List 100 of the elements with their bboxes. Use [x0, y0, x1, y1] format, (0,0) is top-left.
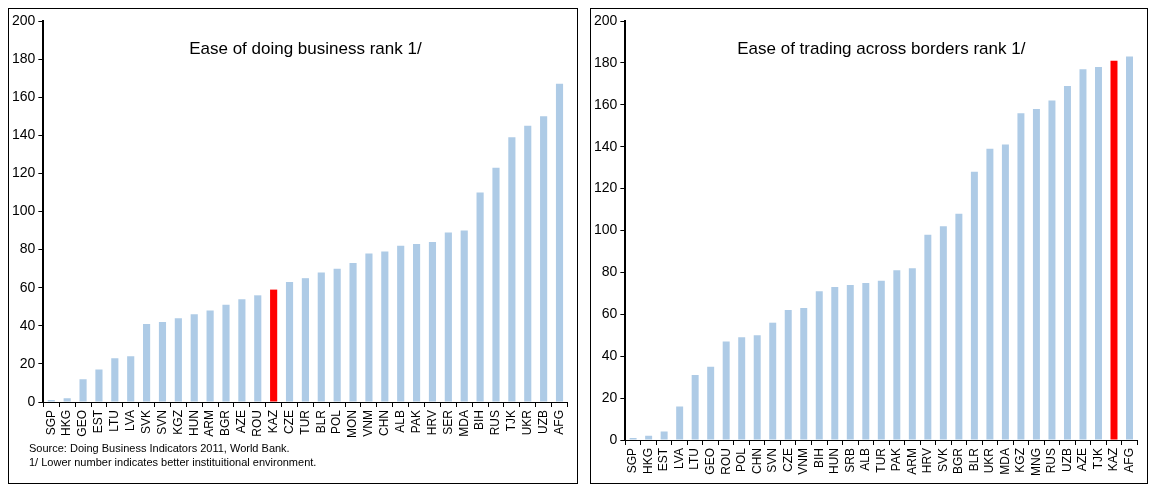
y-tick-label: 120: [12, 164, 36, 181]
bar: [1001, 144, 1009, 440]
x-tick-label: HKG: [59, 410, 74, 437]
x-tick-label: BLR: [313, 409, 328, 434]
bar: [317, 272, 325, 402]
bar: [555, 83, 564, 402]
x-tick-label: POL: [329, 409, 344, 435]
x-tick-label: TUR: [297, 409, 312, 435]
y-tick-label: 80: [601, 263, 618, 280]
x-tick-label: BIH: [811, 448, 826, 469]
bar: [158, 321, 167, 402]
bar: [1017, 113, 1025, 440]
bar: [939, 226, 947, 440]
x-tick-label: UKR: [520, 409, 535, 436]
y-tick-label: 100: [12, 202, 36, 219]
x-tick-label: GEO: [702, 448, 717, 475]
y-tick-label: 180: [594, 53, 618, 70]
x-tick-label: AFG: [1121, 448, 1136, 473]
x-tick-label: AZE: [234, 410, 249, 434]
x-tick-label: POL: [734, 447, 749, 473]
bar: [397, 245, 405, 402]
y-tick-label: 40: [19, 316, 36, 333]
y-tick-label: 120: [594, 179, 618, 196]
x-tick-label: AFG: [551, 410, 566, 435]
y-tick-label: 180: [12, 49, 36, 66]
x-tick-label: HRV: [920, 448, 935, 474]
bar: [127, 356, 135, 402]
bar: [846, 284, 854, 440]
bar: [365, 253, 373, 402]
bar: [1094, 67, 1102, 440]
x-tick-label: ARM: [202, 410, 217, 437]
bar: [815, 291, 823, 440]
y-tick-label: 200: [12, 11, 36, 28]
x-tick-label: UZB: [1059, 448, 1074, 472]
bar: [908, 268, 916, 440]
bar: [722, 341, 730, 440]
bar: [924, 234, 932, 440]
x-tick-label: SVN: [765, 448, 780, 473]
x-tick-label: KAZ: [1106, 448, 1121, 472]
x-tick-label: BIH: [472, 410, 487, 431]
x-tick-label: LVA: [671, 448, 686, 469]
y-tick-label: 20: [601, 388, 618, 405]
bar: [285, 281, 294, 402]
bar: [800, 308, 808, 440]
bar: [111, 358, 119, 402]
x-tick-label: EST: [656, 447, 671, 472]
text: Ease of trading across borders rank 1/: [737, 38, 1026, 58]
bar: [524, 125, 532, 402]
x-tick-label: GEO: [75, 410, 90, 437]
bar: [540, 116, 548, 402]
bar: [63, 398, 71, 402]
y-tick-label: 80: [19, 240, 36, 257]
bar: [476, 192, 484, 402]
x-tick-label: MDA: [997, 448, 1012, 475]
bar: [769, 322, 777, 440]
x-tick-label: SVK: [138, 410, 153, 435]
bar: [738, 337, 746, 440]
bar: [862, 282, 870, 440]
bar: [349, 262, 357, 402]
bar: [877, 280, 885, 440]
x-tick-label: ROU: [250, 410, 265, 437]
bar: [79, 379, 87, 402]
bar: [1048, 100, 1056, 440]
y-tick-label: 20: [19, 354, 36, 371]
x-tick-label: MDA: [456, 410, 471, 437]
bar: [707, 366, 715, 440]
y-tick-label: 140: [594, 137, 618, 154]
x-tick-label: ALB: [858, 448, 873, 471]
bar: [222, 304, 230, 402]
x-tick-label: BLR: [966, 447, 981, 472]
x-tick-label: UZB: [535, 410, 550, 434]
y-tick-label: 60: [19, 278, 36, 295]
x-tick-label: PAK: [408, 410, 423, 434]
x-tick-label: CZE: [281, 410, 296, 434]
text: Ease of doing business rank 1/: [189, 38, 422, 58]
bar: [1032, 108, 1040, 440]
y-tick-label: 0: [27, 392, 36, 409]
x-tick-label: HRV: [424, 410, 439, 436]
bar: [893, 270, 901, 440]
y-tick-label: 0: [609, 430, 618, 447]
x-tick-label: TJK: [504, 410, 519, 432]
x-tick-label: CZE: [780, 448, 795, 472]
bar: [1079, 69, 1087, 440]
x-tick-label: RUS: [1044, 448, 1059, 474]
x-tick-label: SVK: [935, 448, 950, 473]
bar: [206, 310, 214, 402]
bar: [190, 314, 198, 402]
x-tick-label: HUN: [827, 448, 842, 474]
bar: [174, 318, 182, 402]
y-tick-label: 160: [594, 95, 618, 112]
bar: [645, 435, 653, 440]
x-tick-label: AZE: [1075, 448, 1090, 472]
bar: [986, 148, 994, 440]
x-tick-label: MON: [345, 410, 360, 438]
x-tick-label: CHN: [749, 448, 764, 474]
x-tick-label: HUN: [186, 410, 201, 436]
x-tick-label: TUR: [873, 447, 888, 473]
bar: [1063, 85, 1071, 440]
x-tick-label: KGZ: [170, 410, 185, 435]
x-tick-label: MNG: [1028, 448, 1043, 476]
